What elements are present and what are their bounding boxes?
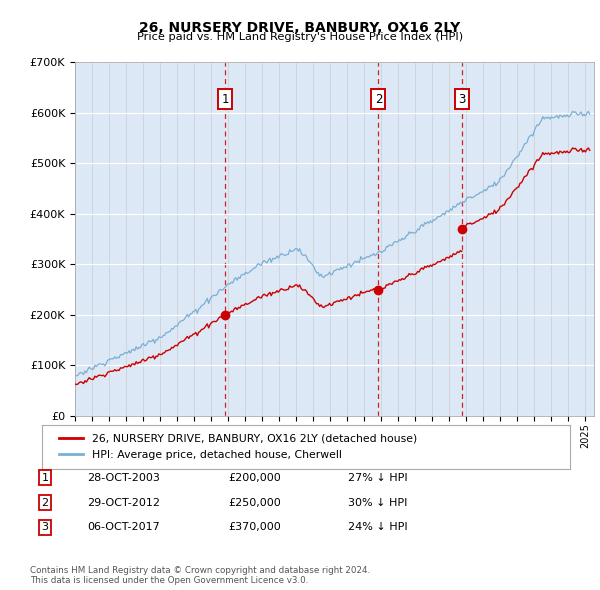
Text: 3: 3 [41,523,49,532]
Text: 1: 1 [221,93,229,106]
Text: 28-OCT-2003: 28-OCT-2003 [87,473,160,483]
Text: 27% ↓ HPI: 27% ↓ HPI [348,473,407,483]
Text: 2: 2 [374,93,382,106]
Text: Price paid vs. HM Land Registry's House Price Index (HPI): Price paid vs. HM Land Registry's House … [137,32,463,42]
Text: Contains HM Land Registry data © Crown copyright and database right 2024.
This d: Contains HM Land Registry data © Crown c… [30,566,370,585]
Text: 2: 2 [41,498,49,507]
Text: £250,000: £250,000 [228,498,281,507]
Text: 3: 3 [458,93,466,106]
Text: 29-OCT-2012: 29-OCT-2012 [87,498,160,507]
Text: 06-OCT-2017: 06-OCT-2017 [87,523,160,532]
Legend: 26, NURSERY DRIVE, BANBURY, OX16 2LY (detached house), HPI: Average price, detac: 26, NURSERY DRIVE, BANBURY, OX16 2LY (de… [53,427,424,467]
Text: 24% ↓ HPI: 24% ↓ HPI [348,523,407,532]
Text: £200,000: £200,000 [228,473,281,483]
Text: 30% ↓ HPI: 30% ↓ HPI [348,498,407,507]
Text: 1: 1 [41,473,49,483]
Text: £370,000: £370,000 [228,523,281,532]
Text: 26, NURSERY DRIVE, BANBURY, OX16 2LY: 26, NURSERY DRIVE, BANBURY, OX16 2LY [139,21,461,35]
